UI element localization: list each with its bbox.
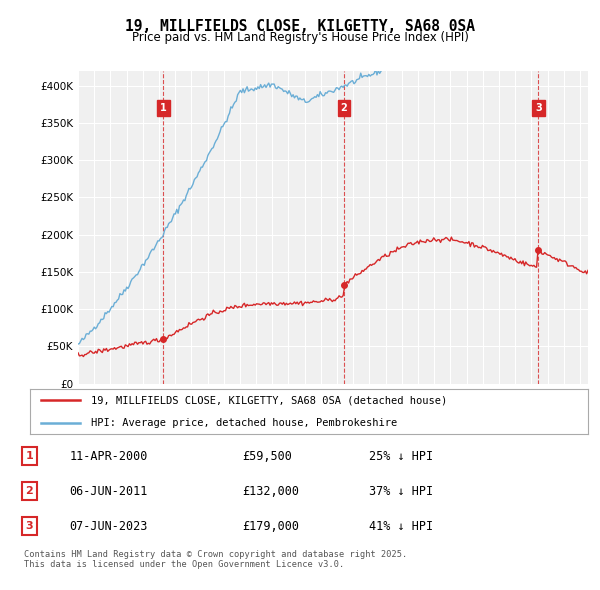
Text: 11-APR-2000: 11-APR-2000 [70,450,148,463]
Text: 3: 3 [25,521,33,531]
Text: 19, MILLFIELDS CLOSE, KILGETTY, SA68 0SA (detached house): 19, MILLFIELDS CLOSE, KILGETTY, SA68 0SA… [91,395,448,405]
Text: £132,000: £132,000 [242,484,299,498]
Text: 3: 3 [535,103,542,113]
Text: 07-JUN-2023: 07-JUN-2023 [70,520,148,533]
Text: 06-JUN-2011: 06-JUN-2011 [70,484,148,498]
Text: 1: 1 [160,103,167,113]
Text: 2: 2 [341,103,347,113]
Text: 41% ↓ HPI: 41% ↓ HPI [369,520,433,533]
Text: 1: 1 [25,451,33,461]
Text: £179,000: £179,000 [242,520,299,533]
Text: Price paid vs. HM Land Registry's House Price Index (HPI): Price paid vs. HM Land Registry's House … [131,31,469,44]
Text: 37% ↓ HPI: 37% ↓ HPI [369,484,433,498]
Text: Contains HM Land Registry data © Crown copyright and database right 2025.
This d: Contains HM Land Registry data © Crown c… [24,550,407,569]
Text: 19, MILLFIELDS CLOSE, KILGETTY, SA68 0SA: 19, MILLFIELDS CLOSE, KILGETTY, SA68 0SA [125,19,475,34]
Text: 25% ↓ HPI: 25% ↓ HPI [369,450,433,463]
Text: HPI: Average price, detached house, Pembrokeshire: HPI: Average price, detached house, Pemb… [91,418,398,428]
Text: 2: 2 [25,486,33,496]
Text: £59,500: £59,500 [242,450,292,463]
